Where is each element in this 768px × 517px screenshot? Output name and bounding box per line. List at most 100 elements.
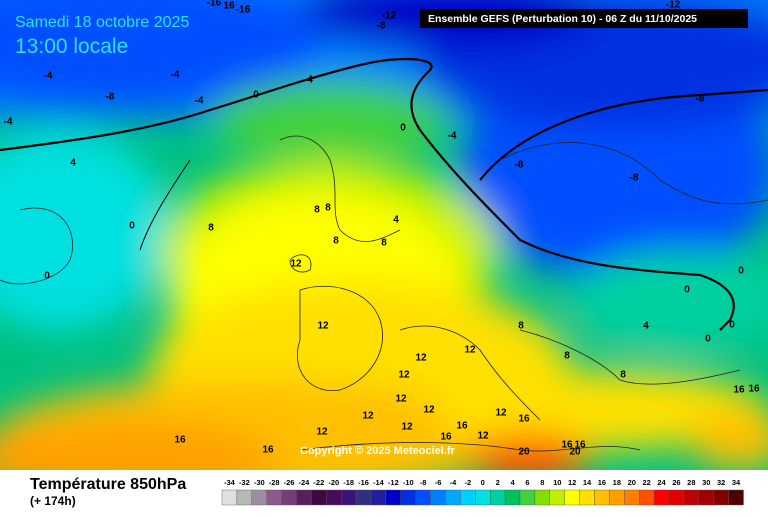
legend-label: 26 <box>672 478 680 487</box>
legend-swatch <box>445 489 461 506</box>
contour-label: -16 <box>236 5 251 16</box>
legend-label: 18 <box>613 478 621 487</box>
legend-label: 34 <box>732 478 741 487</box>
contour-label: -4 <box>448 131 457 142</box>
legend-swatch <box>653 489 670 506</box>
legend-label: 0 <box>481 478 485 487</box>
legend-swatch <box>579 489 595 506</box>
contour-label: -4 <box>171 70 180 81</box>
legend-label: 30 <box>702 478 710 487</box>
legend-swatch <box>549 489 565 506</box>
legend-label: 4 <box>510 478 515 487</box>
legend-swatch <box>221 489 238 506</box>
contour-label: 12 <box>477 431 489 442</box>
legend-swatch <box>519 489 536 506</box>
contour-label: 12 <box>464 345 476 356</box>
contour-label: 12 <box>423 405 435 416</box>
contour-label: 8 <box>208 223 214 234</box>
legend-swatch <box>490 489 506 506</box>
legend-label: -14 <box>373 478 385 487</box>
contour-label: -12 <box>666 0 681 11</box>
contour-label: 16 <box>440 432 452 443</box>
contour-label: 16 <box>561 440 573 451</box>
contour-label: -8 <box>630 173 639 184</box>
contour-label: 0 <box>738 266 744 277</box>
contour-label: 0 <box>684 285 690 296</box>
contour-label: 8 <box>564 351 570 362</box>
legend-swatch <box>326 489 342 506</box>
contour-label: 12 <box>395 394 407 405</box>
contour-label: 0 <box>705 334 711 345</box>
legend-label: -20 <box>328 478 339 487</box>
contour-label: -16 <box>207 0 222 9</box>
legend-swatch <box>266 489 282 506</box>
legend-label: -16 <box>358 478 369 487</box>
contour-label: 16 <box>262 445 274 456</box>
legend-swatch <box>400 489 416 506</box>
legend-label: -26 <box>284 478 295 487</box>
legend-swatch <box>698 489 714 506</box>
contour-label: -4 <box>195 96 204 107</box>
contour-label: 12 <box>362 411 374 422</box>
legend-swatch <box>609 489 625 506</box>
legend-swatch <box>534 489 551 506</box>
contour-label: 12 <box>316 427 328 438</box>
contour-label: 12 <box>317 321 329 332</box>
legend-swatch <box>251 489 267 506</box>
contour-label: -4 <box>4 117 13 128</box>
legend-label: -2 <box>465 478 472 487</box>
legend-swatch <box>639 489 655 506</box>
legend-label: 6 <box>525 478 529 487</box>
contour-label: 12 <box>290 259 302 270</box>
contour-labels: -16 16 -16-12-8-12-4 -4-8 -404-40-4-84 -8-80 8… <box>4 0 760 458</box>
legend-label: -30 <box>254 478 265 487</box>
legend-label: -8 <box>420 478 427 487</box>
contour-label: -12 <box>382 11 397 22</box>
legend-label: -4 <box>450 478 457 487</box>
legend-swatch <box>624 489 640 506</box>
legend-label: -12 <box>388 478 399 487</box>
legend-swatch <box>713 489 729 506</box>
legend-label: 12 <box>568 478 576 487</box>
legend-swatch <box>475 489 491 506</box>
legend-label: -18 <box>343 478 354 487</box>
contour-label: 4 <box>70 158 76 169</box>
contour-label: -8 <box>377 21 386 32</box>
contour-label: 12 <box>495 408 507 419</box>
color-legend: -34 -32 -30 -28 -26 -24 -22 -20 -18 -16 -14 -12 -10-… <box>221 478 744 506</box>
run-info: Ensemble GEFS (Perturbation 10) - 06 Z d… <box>428 13 697 25</box>
legend-label: 14 <box>583 478 592 487</box>
legend-label: 16 <box>598 478 606 487</box>
legend-swatch <box>504 489 521 506</box>
contour-label: 0 <box>729 320 735 331</box>
legend-label: -32 <box>239 478 250 487</box>
legend-label: -6 <box>435 478 442 487</box>
contour-label: 16 <box>748 384 760 395</box>
field-title: Température 850hPa <box>30 476 186 493</box>
legend-label: 10 <box>553 478 561 487</box>
contour-label: 4 <box>393 215 399 226</box>
contour-label: 16 <box>518 414 530 425</box>
contour-label: -8 <box>106 92 115 103</box>
contour-label: 16 <box>733 385 745 396</box>
legend-swatch <box>683 489 700 506</box>
contour-label: -4 <box>44 71 53 82</box>
contour-label: 0 <box>44 271 50 282</box>
legend-swatch <box>415 489 431 506</box>
legend-swatch <box>281 489 297 506</box>
contour-label: -8 <box>515 160 524 171</box>
legend-swatch <box>728 489 744 506</box>
contour-label: 16 <box>456 421 468 432</box>
contour-label: 16 <box>174 435 186 446</box>
legend-label: 32 <box>717 478 725 487</box>
legend-label: 22 <box>642 478 650 487</box>
coastlines <box>0 135 768 452</box>
contour-label: 16 <box>223 1 235 12</box>
legend-swatch <box>430 489 446 506</box>
legend-label: -24 <box>299 478 311 487</box>
legend-label: 28 <box>687 478 695 487</box>
legend-swatch <box>296 489 312 506</box>
legend-label: 24 <box>657 478 666 487</box>
legend-label: 2 <box>496 478 500 487</box>
